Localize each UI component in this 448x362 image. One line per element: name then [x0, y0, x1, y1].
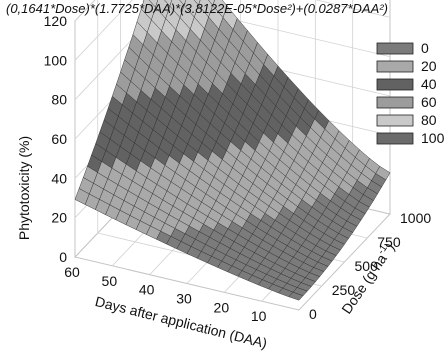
- legend-swatch: [376, 60, 414, 73]
- z-tick-label: 60: [51, 131, 67, 147]
- legend-label: 80: [421, 112, 437, 128]
- response-surface: [74, 0, 391, 301]
- surface-cell: [164, 0, 173, 7]
- legend-swatch: [376, 96, 414, 109]
- x-tick-label: 40: [139, 282, 155, 298]
- y-tick-label: 0: [309, 306, 317, 322]
- x-tick-label: 20: [214, 299, 230, 315]
- legend-label: 60: [421, 94, 437, 110]
- legend-swatch: [376, 132, 414, 145]
- legend-swatch: [376, 114, 414, 127]
- z-tick-label: 100: [44, 52, 68, 68]
- y-tick-label: 250: [332, 282, 356, 298]
- legend-label: 20: [421, 58, 437, 74]
- equation-label: (0,1641*Dose)*(1.7725*DAA)*(3.8122E-05*D…: [6, 1, 388, 16]
- x-tick-label: 30: [176, 291, 192, 307]
- y-tick-label: 750: [377, 234, 401, 250]
- tick-labels: 0204060801001201020304050600250500750100…: [44, 13, 432, 324]
- z-tick-label: 40: [51, 170, 67, 186]
- z-tick-label: 80: [51, 92, 67, 108]
- surface-cell: [148, 0, 159, 8]
- z-tick-label: 0: [59, 249, 67, 265]
- x-tick-label: 60: [64, 264, 80, 280]
- x-tick-label: 50: [102, 273, 118, 289]
- z-tick-label: 120: [44, 13, 68, 29]
- legend-swatch: [376, 78, 414, 91]
- y-tick-label: 500: [355, 258, 379, 274]
- legend-swatch: [376, 42, 414, 55]
- legend-label: 100: [421, 130, 445, 146]
- legend-label: 40: [421, 76, 437, 92]
- gridline-left-wall: [74, 0, 96, 22]
- z-tick-label: 20: [51, 210, 67, 226]
- surface-cell: [288, 291, 304, 301]
- legend-label: 0: [421, 40, 429, 56]
- legend: 0 20 40 60 80 100: [376, 40, 445, 146]
- z-axis-label: Phytotoxicity (%): [16, 136, 32, 240]
- y-tick-label: 1000: [400, 210, 431, 226]
- x-tick-label: 10: [251, 308, 267, 324]
